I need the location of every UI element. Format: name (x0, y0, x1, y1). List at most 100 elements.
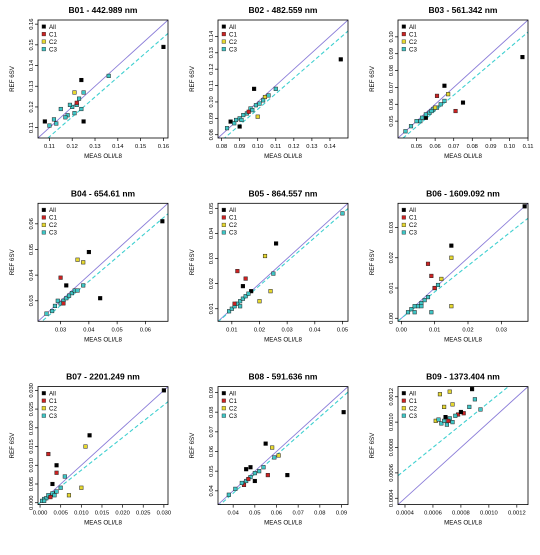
data-point-c3 (44, 311, 49, 316)
data-point-c3 (64, 296, 69, 301)
data-point-all (87, 433, 92, 438)
fit-line (41, 213, 168, 322)
x-tick-label: 0.10 (252, 144, 263, 150)
chart-title: B03 - 561.342 nm (429, 5, 498, 15)
data-point-c1 (243, 276, 248, 281)
data-point-c3 (226, 492, 231, 497)
x-tick-label: 0.11 (523, 144, 534, 150)
legend-label-c2: C2 (49, 39, 57, 46)
y-tick-label: 0.02 (389, 252, 395, 263)
legend-label-c3: C3 (229, 230, 237, 237)
x-tick-label: 0.05 (337, 327, 348, 333)
y-tick-label: 0.0012 (389, 388, 395, 406)
y-tick-label: 0.04 (209, 227, 215, 239)
y-tick-label: 0.05 (209, 203, 215, 214)
data-point-c2 (66, 493, 72, 498)
chart-title: B05 - 864.557 nm (249, 188, 318, 198)
legend-label-all: All (409, 24, 416, 31)
data-point-c3 (425, 295, 431, 300)
data-point-c3 (75, 288, 80, 293)
data-point-c3 (67, 102, 72, 107)
x-axis-label: MEAS OLI/L8 (444, 153, 482, 160)
plot-frame (37, 386, 169, 506)
legend-swatch-c3 (221, 47, 226, 52)
chart-b04: B04 - 654.61 nm 0.03 0.04 0.05 0.06 0.03 0.04 0… (9, 188, 169, 343)
data-point-c1 (425, 261, 431, 266)
y-axis-label: REF 6SV (9, 65, 16, 92)
legend-label-c1: C1 (49, 215, 57, 222)
legend-swatch-c3 (401, 230, 406, 235)
data-point-all (442, 83, 447, 88)
one-to-one-line (398, 203, 528, 322)
legend-swatch-c3 (221, 230, 226, 235)
data-point-all (54, 463, 59, 468)
y-tick-label: 0.010 (29, 458, 35, 473)
data-point-c3 (272, 455, 277, 460)
data-point-c3 (442, 418, 447, 423)
x-tick-label: 0.02 (254, 327, 265, 333)
legend-label-c2: C2 (49, 405, 57, 412)
data-point-all (470, 387, 475, 392)
x-tick-label: 0.000 (33, 511, 48, 517)
chart-b06: B06 - 1609.092 nm 0.00 0.01 0.02 0.03 0.00 0.0… (369, 188, 529, 343)
x-tick-label: 0.00 (396, 327, 407, 333)
x-axis-label: MEAS OLI/L8 (264, 153, 302, 160)
chart-title: B04 - 654.61 nm (71, 188, 136, 198)
x-axis-label: MEAS OLI/L8 (84, 336, 122, 343)
y-tick-label: 0.15 (29, 39, 35, 50)
legend-swatch-c3 (41, 413, 46, 418)
legend-label-c3: C3 (229, 413, 237, 420)
y-axis-label: REF 6SV (369, 249, 376, 276)
legend-label-c2: C2 (229, 222, 237, 229)
legend-label-c1: C1 (229, 31, 237, 38)
y-tick-label: 0.08 (209, 129, 215, 140)
x-tick-label: 0.08 (216, 144, 227, 150)
data-point-c3 (58, 485, 63, 490)
y-tick-label: 0.03 (29, 295, 35, 306)
legend-swatch-c3 (41, 230, 46, 235)
data-point-c3 (243, 294, 248, 299)
data-point-c2 (257, 299, 262, 304)
legend-swatch-c2 (41, 222, 46, 227)
x-tick-label: 0.05 (411, 144, 422, 150)
data-point-c3 (69, 291, 74, 296)
y-axis-label: REF 6SV (189, 249, 196, 276)
y-axis-label: REF 6SV (9, 432, 16, 459)
y-tick-label: 0.0004 (389, 489, 395, 508)
data-point-c3 (250, 108, 255, 113)
y-tick-label: 0.05 (29, 244, 35, 255)
data-point-c1 (61, 301, 66, 306)
x-tick-label: 0.08 (314, 511, 325, 517)
data-point-c1 (58, 275, 63, 280)
data-point-c3 (70, 104, 75, 109)
data-point-c1 (265, 473, 270, 478)
x-axis-label: MEAS OLI/L8 (444, 336, 482, 343)
data-point-c3 (50, 308, 55, 314)
data-point-all (449, 243, 454, 248)
data-point-c3 (472, 397, 477, 402)
data-point-c3 (429, 108, 434, 114)
legend-swatch-c1 (221, 215, 226, 220)
data-point-all (443, 415, 448, 420)
x-tick-label: 0.0004 (396, 511, 415, 517)
x-tick-label: 0.04 (228, 511, 240, 517)
x-tick-label: 0.13 (306, 144, 317, 150)
data-point-c3 (55, 298, 60, 303)
data-point-c3 (54, 121, 59, 126)
x-tick-label: 0.06 (140, 327, 151, 333)
legend-swatch-c3 (401, 413, 406, 418)
x-tick-label: 0.12 (67, 144, 78, 150)
data-point-c3 (436, 417, 441, 422)
data-point-c3 (238, 299, 243, 304)
chart-b05: B05 - 864.557 nm 0.01 0.02 0.03 0.04 0.05 0.01… (189, 188, 349, 343)
data-point-c2 (270, 445, 275, 450)
data-point-c3 (77, 96, 82, 101)
legend-label-c2: C2 (229, 405, 237, 412)
data-point-all (42, 119, 47, 124)
plot-frame (217, 19, 349, 139)
data-point-all (263, 441, 268, 446)
